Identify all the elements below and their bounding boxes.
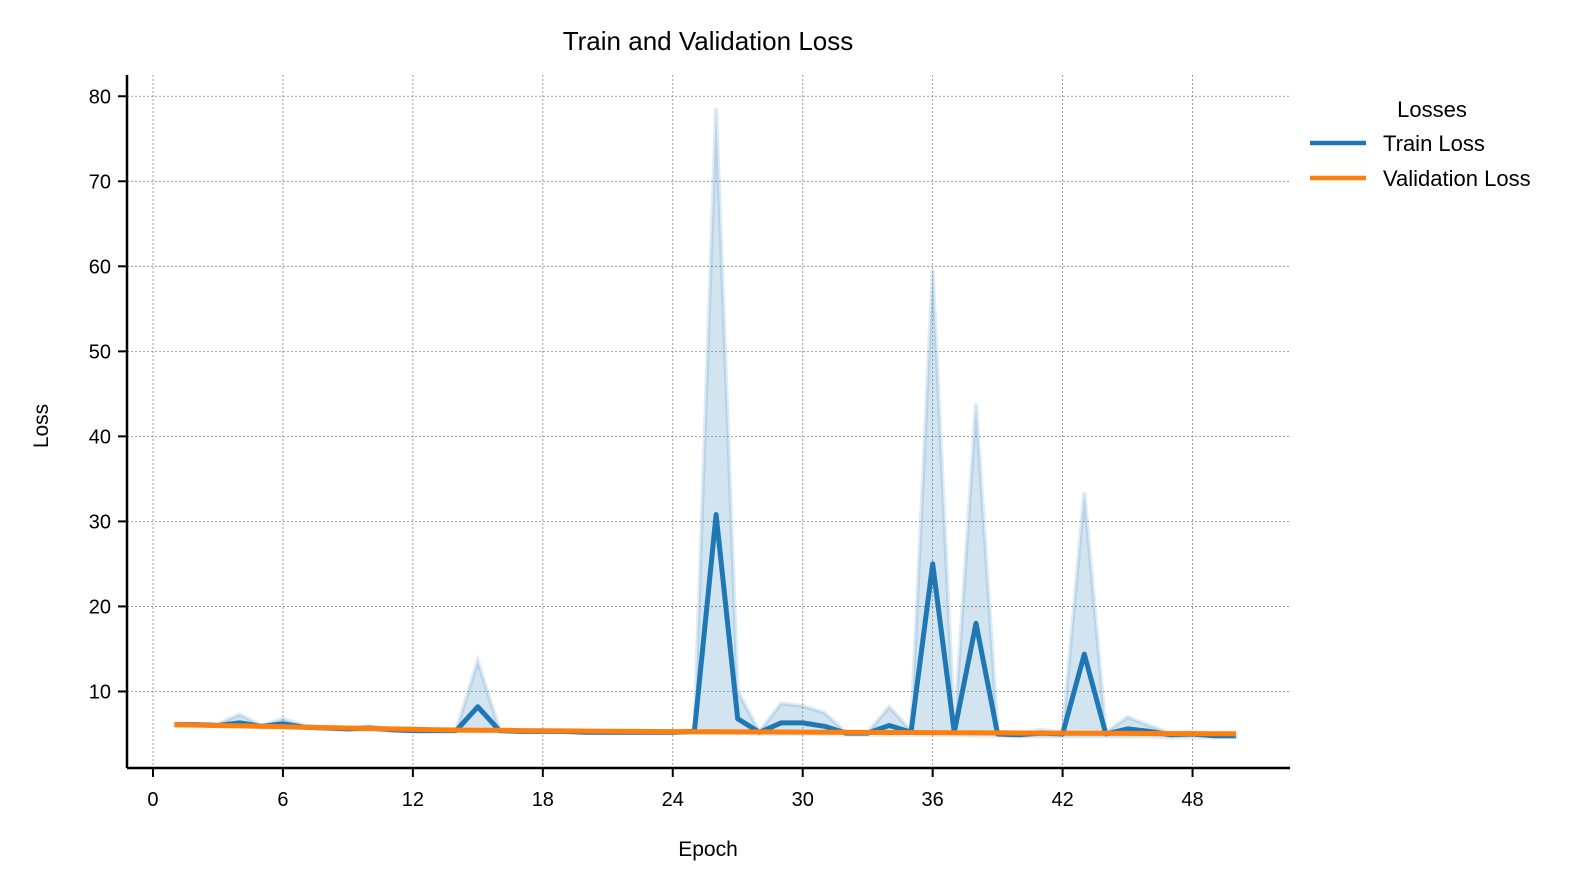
x-tick-label: 12 [402, 789, 424, 811]
legend: Losses Train Loss Validation Loss [1310, 97, 1531, 191]
y-tick-label: 10 [89, 681, 111, 703]
x-ticks: 0 6 12 18 24 30 36 42 48 [147, 768, 1204, 811]
x-tick-label: 36 [922, 789, 944, 811]
y-ticks: 10 20 30 40 50 60 70 80 [89, 86, 127, 703]
y-axis-title: Loss [30, 404, 53, 448]
x-axis-title: Epoch [678, 838, 738, 861]
y-tick-label: 40 [89, 426, 111, 448]
y-tick-label: 20 [89, 596, 111, 618]
axes [125, 75, 1290, 770]
y-tick-label: 50 [89, 341, 111, 363]
x-tick-label: 6 [277, 789, 288, 811]
x-tick-label: 30 [792, 789, 814, 811]
legend-title: Losses [1397, 97, 1467, 122]
x-tick-label: 18 [532, 789, 554, 811]
y-tick-label: 30 [89, 511, 111, 533]
series-line-validation-loss [174, 722, 1236, 737]
x-tick-label: 42 [1051, 789, 1073, 811]
series-group [174, 512, 1236, 739]
legend-label-train-loss: Train Loss [1383, 131, 1485, 156]
x-tick-label: 48 [1181, 789, 1203, 811]
y-tick-label: 60 [89, 256, 111, 278]
x-tick-label: 24 [662, 789, 684, 811]
legend-label-validation-loss: Validation Loss [1383, 166, 1531, 191]
y-tick-label: 70 [89, 171, 111, 193]
chart-title: Train and Validation Loss [563, 26, 854, 56]
x-tick-label: 0 [147, 789, 158, 811]
y-tick-label: 80 [89, 86, 111, 108]
